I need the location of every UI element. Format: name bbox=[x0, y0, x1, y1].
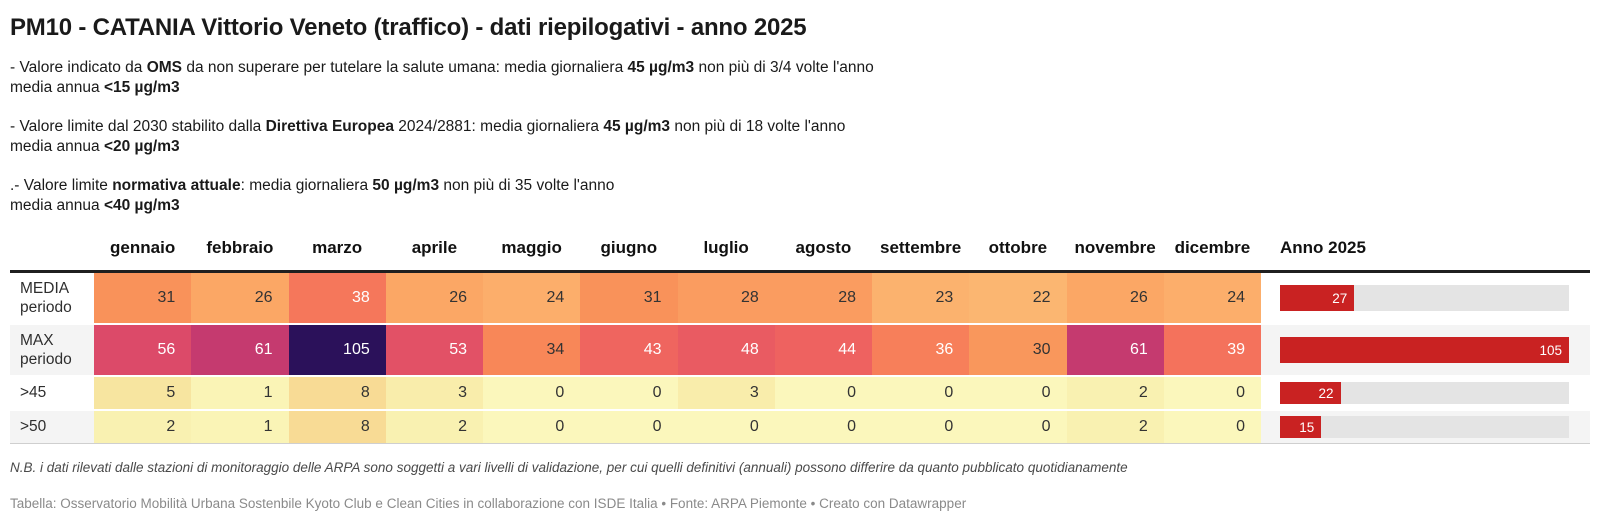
anno-bar-value: 105 bbox=[1539, 342, 1562, 358]
anno-bar-value: 22 bbox=[1318, 385, 1334, 401]
heat-cell: 0 bbox=[677, 411, 775, 444]
heat-cell: 23 bbox=[872, 273, 970, 325]
heat-cell: 26 bbox=[1066, 273, 1164, 325]
heat-cell: 39 bbox=[1163, 325, 1261, 377]
heat-cell: 3 bbox=[677, 377, 775, 411]
note-paragraph: .- Valore limite normativa attuale: medi… bbox=[10, 177, 615, 214]
column-header-giugno: giugno bbox=[580, 238, 678, 273]
heat-cell: 5 bbox=[94, 377, 192, 411]
heat-cell: 61 bbox=[1066, 325, 1164, 377]
note-paragraph: - Valore limite dal 2030 stabilito dalla… bbox=[10, 118, 846, 155]
header-row: gennaio febbraio marzo aprile maggio giugno lu… bbox=[10, 238, 1590, 273]
column-header-gennaio: gennaio bbox=[94, 238, 192, 273]
column-header-settembre: settembre bbox=[872, 238, 970, 273]
anno-bar-track: 22 bbox=[1280, 382, 1569, 404]
column-header-maggio: maggio bbox=[483, 238, 581, 273]
heat-cell: 0 bbox=[872, 411, 970, 444]
heat-cell: 2 bbox=[94, 411, 192, 444]
column-header-marzo: marzo bbox=[288, 238, 386, 273]
heat-cell: 1 bbox=[191, 411, 289, 444]
anno-bar-track: 15 bbox=[1280, 416, 1569, 438]
heat-cell: 26 bbox=[191, 273, 289, 325]
heat-cell: 2 bbox=[1066, 377, 1164, 411]
heat-cell: 31 bbox=[94, 273, 192, 325]
heat-cell: 3 bbox=[385, 377, 483, 411]
heat-cell: 0 bbox=[483, 411, 581, 444]
anno-bar-value: 15 bbox=[1299, 419, 1315, 435]
heat-cell: 8 bbox=[288, 411, 386, 444]
heat-cell: 0 bbox=[969, 411, 1067, 444]
column-header-agosto: agosto bbox=[774, 238, 872, 273]
heat-cell: 30 bbox=[969, 325, 1067, 377]
heat-cell: 43 bbox=[580, 325, 678, 377]
anno-bar-track: 105 bbox=[1280, 337, 1569, 363]
heat-cell: 0 bbox=[483, 377, 581, 411]
heat-cell: 56 bbox=[94, 325, 192, 377]
anno-cell: 15 bbox=[1261, 411, 1590, 444]
column-header-ottobre: ottobre bbox=[969, 238, 1067, 273]
heat-cell: 8 bbox=[288, 377, 386, 411]
table-row: MAX periodo 56 61 105 53 34 43 48 44 36 30 61 39 105 bbox=[10, 325, 1590, 377]
heat-cell: 0 bbox=[1163, 411, 1261, 444]
anno-bar-track: 27 bbox=[1280, 285, 1569, 311]
anno-bar: 105 bbox=[1280, 337, 1569, 363]
table-row: >45 5 1 8 3 0 0 3 0 0 0 2 0 22 bbox=[10, 377, 1590, 411]
anno-bar-value: 27 bbox=[1332, 290, 1348, 306]
footnote: N.B. i dati rilevati dalle stazioni di m… bbox=[10, 460, 1128, 475]
heat-cell: 22 bbox=[969, 273, 1067, 325]
heat-cell: 0 bbox=[580, 377, 678, 411]
page-title: PM10 - CATANIA Vittorio Veneto (traffico… bbox=[10, 14, 807, 41]
table-row: MEDIA periodo 31 26 38 26 24 31 28 28 23 22 26 24 27 bbox=[10, 273, 1590, 325]
heat-cell: 0 bbox=[774, 377, 872, 411]
anno-cell: 22 bbox=[1261, 377, 1590, 411]
heat-cell: 36 bbox=[872, 325, 970, 377]
heat-cell: 28 bbox=[677, 273, 775, 325]
row-label: >45 bbox=[10, 377, 94, 411]
heat-cell: 0 bbox=[1163, 377, 1261, 411]
heat-cell: 1 bbox=[191, 377, 289, 411]
heat-cell: 31 bbox=[580, 273, 678, 325]
heat-cell: 0 bbox=[774, 411, 872, 444]
heat-cell: 0 bbox=[969, 377, 1067, 411]
anno-bar: 22 bbox=[1280, 382, 1341, 404]
column-header-febbraio: febbraio bbox=[191, 238, 289, 273]
column-header-anno-2025: Anno 2025 bbox=[1261, 238, 1590, 273]
anno-cell: 27 bbox=[1261, 273, 1590, 325]
heat-cell: 38 bbox=[288, 273, 386, 325]
heat-cell: 34 bbox=[483, 325, 581, 377]
heat-cell: 28 bbox=[774, 273, 872, 325]
row-label: MEDIA periodo bbox=[10, 273, 94, 325]
pm10-summary-table: gennaio febbraio marzo aprile maggio giugno lu… bbox=[10, 238, 1590, 444]
column-header-novembre: novembre bbox=[1066, 238, 1164, 273]
heat-cell: 24 bbox=[483, 273, 581, 325]
heat-cell: 0 bbox=[580, 411, 678, 444]
column-header-dicembre: dicembre bbox=[1163, 238, 1261, 273]
row-label-column-header bbox=[10, 238, 94, 273]
limit-notes: - Valore indicato da OMS da non superare… bbox=[10, 58, 1590, 216]
heat-cell: 48 bbox=[677, 325, 775, 377]
anno-bar: 27 bbox=[1280, 285, 1355, 311]
attribution: Tabella: Osservatorio Mobilità Urbana So… bbox=[10, 496, 967, 511]
row-label: >50 bbox=[10, 411, 94, 444]
heat-cell: 61 bbox=[191, 325, 289, 377]
heat-cell: 0 bbox=[872, 377, 970, 411]
heat-cell: 24 bbox=[1163, 273, 1261, 325]
heat-cell: 105 bbox=[288, 325, 386, 377]
heat-cell: 2 bbox=[385, 411, 483, 444]
table-row: >50 2 1 8 2 0 0 0 0 0 0 2 0 15 bbox=[10, 411, 1590, 444]
column-header-aprile: aprile bbox=[385, 238, 483, 273]
heat-cell: 26 bbox=[385, 273, 483, 325]
heat-cell: 53 bbox=[385, 325, 483, 377]
anno-cell: 105 bbox=[1261, 325, 1590, 377]
anno-bar: 15 bbox=[1280, 416, 1322, 438]
note-paragraph: - Valore indicato da OMS da non superare… bbox=[10, 59, 874, 96]
row-label: MAX periodo bbox=[10, 325, 94, 377]
heat-cell: 44 bbox=[774, 325, 872, 377]
heat-cell: 2 bbox=[1066, 411, 1164, 444]
column-header-luglio: luglio bbox=[677, 238, 775, 273]
